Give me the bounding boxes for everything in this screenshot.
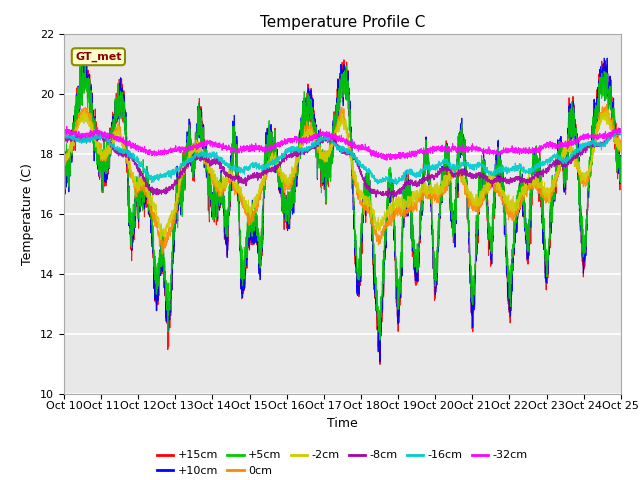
Y-axis label: Temperature (C): Temperature (C) xyxy=(22,163,35,264)
Title: Temperature Profile C: Temperature Profile C xyxy=(260,15,425,30)
Text: GT_met: GT_met xyxy=(75,51,122,62)
X-axis label: Time: Time xyxy=(327,417,358,430)
Legend: +15cm, +10cm, +5cm, 0cm, -2cm, -8cm, -16cm, -32cm: +15cm, +10cm, +5cm, 0cm, -2cm, -8cm, -16… xyxy=(152,446,532,480)
